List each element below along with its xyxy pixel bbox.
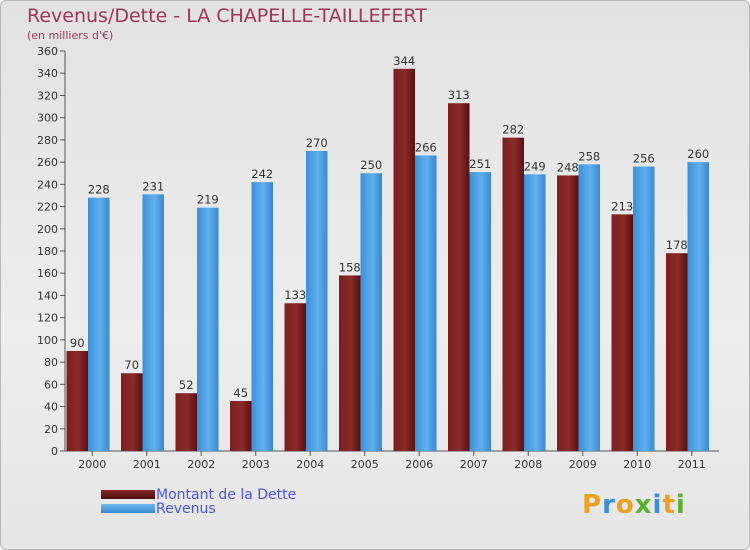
y-tick-label: 240 [37,178,58,191]
bar-dette-2000 [66,351,88,451]
y-tick-label: 300 [37,112,58,125]
value-label-dette-2000: 90 [70,336,85,350]
value-label-dette-2004: 133 [284,288,306,302]
y-tick-label: 0 [51,445,58,458]
bar-dette-2002 [175,393,197,451]
x-tick-label: 2005 [351,458,379,471]
logo-letter: r [602,490,616,520]
bar-dette-2007 [448,103,470,451]
value-label-revenus-2001: 231 [142,179,164,193]
y-tick-label: 160 [37,267,58,280]
legend-swatch-revenus [101,504,155,513]
chart-subtitle: (en milliers d'€) [27,29,114,42]
bar-revenus-2007 [469,172,491,451]
value-label-dette-2005: 158 [339,260,361,274]
y-tick-label: 200 [37,223,58,236]
value-label-revenus-2008: 249 [524,159,546,173]
chart-title: Revenus/Dette - LA CHAPELLE-TAILLEFERT [27,5,427,27]
y-tick-label: 180 [37,245,58,258]
x-tick-label: 2002 [187,458,215,471]
x-tick-label: 2008 [514,458,542,471]
bar-dette-2004 [284,303,306,451]
logo-letter: i [675,490,686,520]
bar-revenus-2005 [360,173,382,451]
value-label-dette-2011: 178 [666,238,688,252]
bar-dette-2001 [121,373,143,451]
x-tick-label: 2003 [242,458,270,471]
y-tick-label: 120 [37,312,58,325]
logo-letter: o [615,490,635,520]
bar-revenus-2003 [251,182,273,451]
logo-letter: P [582,490,603,520]
bar-dette-2005 [339,275,361,451]
bar-revenus-2004 [306,151,328,451]
y-tick-label: 280 [37,134,58,147]
bar-dette-2009 [557,175,579,451]
bar-revenus-2010 [633,166,655,452]
bar-revenus-2006 [415,155,437,451]
y-tick-label: 140 [37,289,58,302]
value-label-revenus-2003: 242 [251,167,273,181]
y-tick-label: 60 [44,378,58,391]
y-tick-label: 360 [37,45,58,58]
logo-letter: i [652,490,663,520]
y-tick-label: 40 [44,401,58,414]
value-label-revenus-2010: 256 [633,152,655,166]
y-tick-label: 340 [37,67,58,80]
value-label-dette-2003: 45 [233,386,248,400]
x-tick-label: 2000 [78,458,106,471]
value-label-dette-2010: 213 [611,199,633,213]
bar-revenus-2000 [88,197,110,451]
bar-dette-2008 [502,137,524,451]
value-label-dette-2009: 248 [557,160,579,174]
value-label-dette-2008: 282 [502,123,524,137]
proxiti-logo: Proxiti [582,490,686,520]
x-tick-label: 2010 [623,458,651,471]
value-label-dette-2006: 344 [393,54,415,68]
legend-label-dette: Montant de la Dette [156,487,297,503]
x-tick-label: 2001 [133,458,161,471]
bar-revenus-2011 [687,162,709,451]
y-tick-label: 260 [37,156,58,169]
value-label-revenus-2006: 266 [415,140,437,154]
value-label-revenus-2000: 228 [88,183,110,197]
bar-revenus-2009 [578,164,600,452]
y-tick-label: 320 [37,89,58,102]
value-label-revenus-2004: 270 [306,136,328,150]
x-tick-label: 2006 [405,458,433,471]
bar-dette-2010 [611,214,633,451]
y-tick-label: 100 [37,334,58,347]
bar-revenus-2001 [142,194,164,452]
y-tick-label: 20 [44,423,58,436]
legend-label-revenus: Revenus [156,501,216,517]
bar-revenus-2002 [197,207,219,451]
value-label-revenus-2011: 260 [687,147,709,161]
value-label-revenus-2007: 251 [469,157,491,171]
bar-dette-2006 [393,68,415,452]
value-label-revenus-2005: 250 [360,158,382,172]
x-tick-label: 2011 [678,458,706,471]
value-label-revenus-2002: 219 [197,193,219,207]
value-label-dette-2007: 313 [448,88,470,102]
bar-dette-2011 [666,253,688,451]
logo-letter: x [634,490,653,520]
legend-swatch-dette [101,490,155,499]
value-label-dette-2001: 70 [124,358,139,372]
y-tick-label: 80 [44,356,58,369]
bar-dette-2003 [230,401,252,451]
y-tick-label: 220 [37,201,58,214]
logo-letter: t [662,490,676,520]
x-tick-label: 2004 [296,458,324,471]
value-label-revenus-2009: 258 [578,149,600,163]
x-tick-label: 2009 [569,458,597,471]
value-label-dette-2002: 52 [179,378,194,392]
x-tick-label: 2007 [460,458,488,471]
bar-revenus-2008 [524,174,546,452]
